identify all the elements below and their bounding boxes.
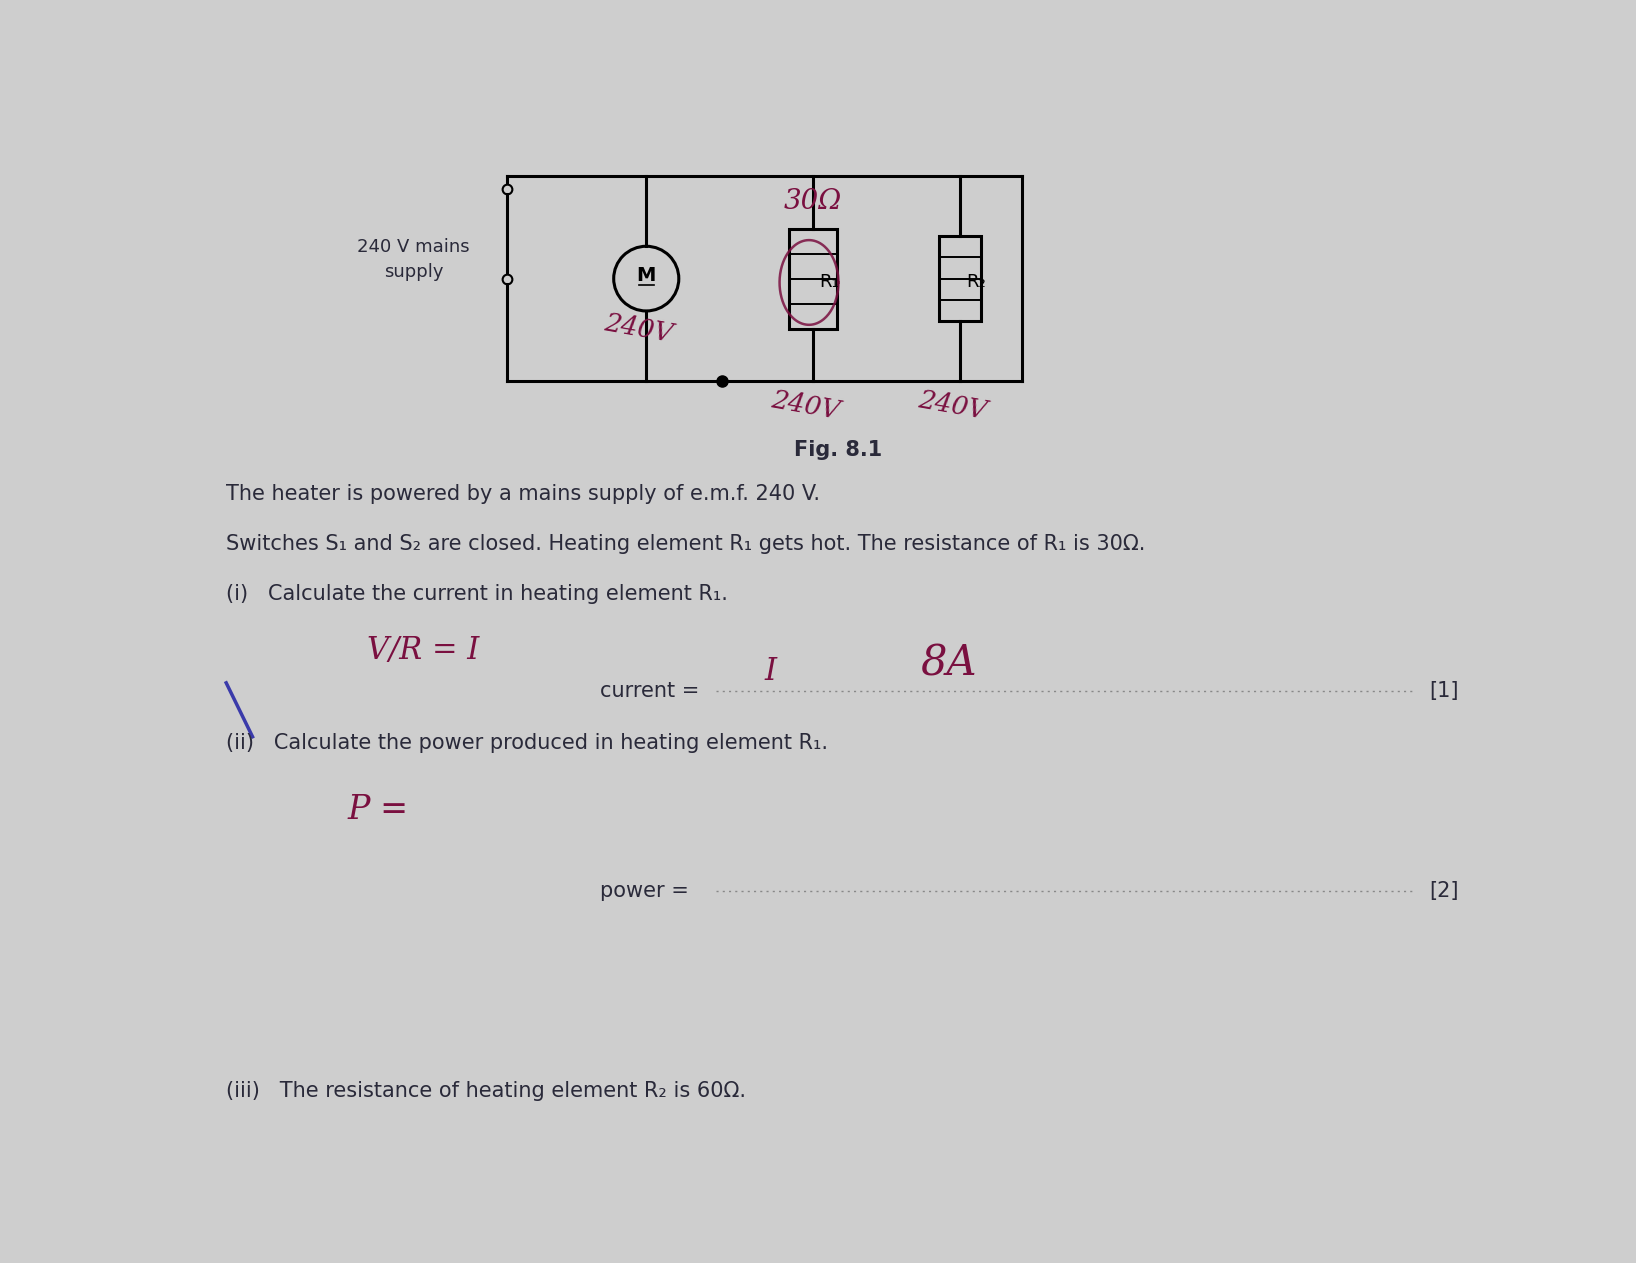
Text: (iii)   The resistance of heating element R₂ is 60Ω.: (iii) The resistance of heating element …	[226, 1081, 746, 1101]
Text: (ii)   Calculate the power produced in heating element R₁.: (ii) Calculate the power produced in hea…	[226, 733, 828, 753]
Text: power =: power =	[600, 880, 695, 901]
Text: P =: P =	[348, 794, 409, 826]
Text: (i)   Calculate the current in heating element R₁.: (i) Calculate the current in heating ele…	[226, 585, 728, 604]
Text: 240V: 240V	[769, 388, 841, 424]
Text: 240V: 240V	[916, 388, 988, 424]
Text: 30Ω: 30Ω	[784, 188, 843, 215]
Text: current =: current =	[600, 681, 705, 701]
Text: [2]: [2]	[1428, 880, 1459, 901]
Text: R₂: R₂	[967, 274, 987, 292]
Text: [1]: [1]	[1428, 681, 1459, 701]
Text: I: I	[764, 655, 775, 687]
Text: 240 V mains
supply: 240 V mains supply	[357, 237, 470, 280]
Text: M: M	[636, 266, 656, 285]
Text: 240V: 240V	[602, 311, 674, 347]
Text: R₁: R₁	[820, 274, 839, 292]
Text: V/R = I: V/R = I	[366, 635, 479, 666]
Text: The heater is powered by a mains supply of e.m.f. 240 V.: The heater is powered by a mains supply …	[226, 484, 820, 504]
Text: 8A: 8A	[919, 643, 977, 685]
Text: Fig. 8.1: Fig. 8.1	[795, 441, 882, 460]
Text: Switches S₁ and S₂ are closed. Heating element R₁ gets hot. The resistance of R₁: Switches S₁ and S₂ are closed. Heating e…	[226, 534, 1145, 554]
